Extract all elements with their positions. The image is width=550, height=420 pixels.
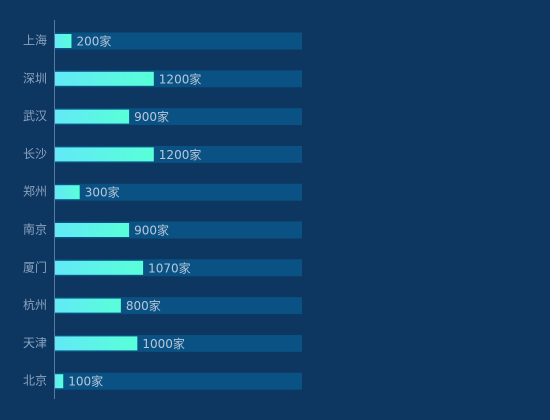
bar: [55, 109, 130, 124]
value-label: 200家: [76, 34, 111, 49]
value-label: 1070家: [148, 260, 191, 275]
category-label: 上海: [23, 33, 47, 48]
category-label: 武汉: [23, 109, 47, 123]
category-label: 杭州: [23, 297, 47, 312]
value-label: 900家: [134, 109, 169, 124]
value-label: 1200家: [159, 71, 202, 86]
bar: [55, 71, 154, 86]
bar: [55, 260, 144, 275]
bar-track: [55, 183, 302, 201]
bar: [55, 147, 154, 162]
bar: [55, 34, 72, 48]
category-label: 南京: [23, 222, 47, 237]
value-label: 1000家: [142, 336, 185, 351]
value-label: 1200家: [159, 147, 202, 162]
category-label: 北京: [23, 374, 47, 388]
category-label: 深圳: [23, 71, 47, 85]
category-label: 郑州: [23, 184, 47, 199]
category-label: 厦门: [23, 259, 47, 274]
bar-track: [55, 32, 302, 50]
bar: [55, 298, 121, 313]
bar: [55, 185, 80, 200]
value-label: 800家: [126, 298, 161, 313]
value-label: 300家: [85, 185, 120, 200]
bar-track: [55, 372, 302, 390]
value-label: 900家: [134, 223, 169, 238]
category-label: 天津: [23, 336, 47, 350]
bar: [55, 336, 138, 351]
value-label: 100家: [68, 374, 103, 389]
bars: [55, 34, 154, 389]
bar: [55, 374, 64, 389]
value-labels: 200家 1200家 900家 1200家 300家 900家 1070家 800家 1000家…: [68, 34, 201, 389]
category-label: 长沙: [23, 147, 47, 161]
bar: [55, 223, 130, 237]
